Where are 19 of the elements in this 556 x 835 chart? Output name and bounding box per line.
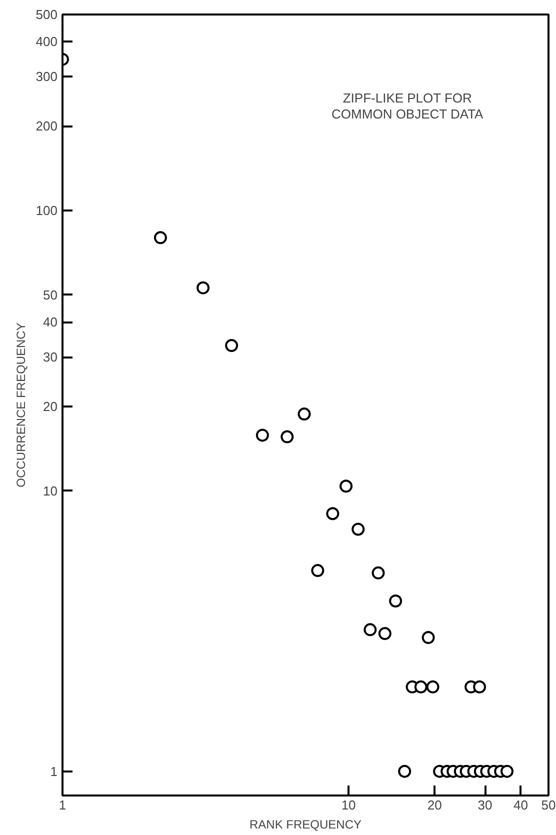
y-tick-label: 20 — [43, 399, 58, 414]
y-tick-label: 50 — [43, 287, 58, 302]
y-tick-label: 100 — [36, 203, 58, 218]
x-tick-label: 10 — [341, 798, 356, 812]
y-tick-label: 10 — [43, 483, 58, 498]
x-axis-title: RANK FREQUENCY — [249, 818, 362, 832]
y-tick-label: 500 — [36, 7, 58, 22]
y-tick-label: 1 — [50, 764, 58, 779]
y-tick-label: 40 — [43, 314, 58, 330]
y-tick-label: 200 — [36, 118, 58, 134]
x-tick-label: 40 — [514, 798, 528, 812]
annotation: ZIPF-LIKE PLOT FOR COMMON OBJECT DATA — [332, 90, 484, 122]
y-tick-label: 300 — [36, 69, 58, 84]
y-axis-title: OCCURRENCE FREQUENCY — [14, 322, 28, 488]
x-tick-label: 20 — [427, 798, 442, 812]
x-tick-label: 50 — [541, 798, 556, 812]
y-tick-label: 30 — [43, 350, 58, 365]
x-tick-label: 30 — [478, 798, 492, 812]
y-tick-label: 400 — [36, 34, 58, 50]
